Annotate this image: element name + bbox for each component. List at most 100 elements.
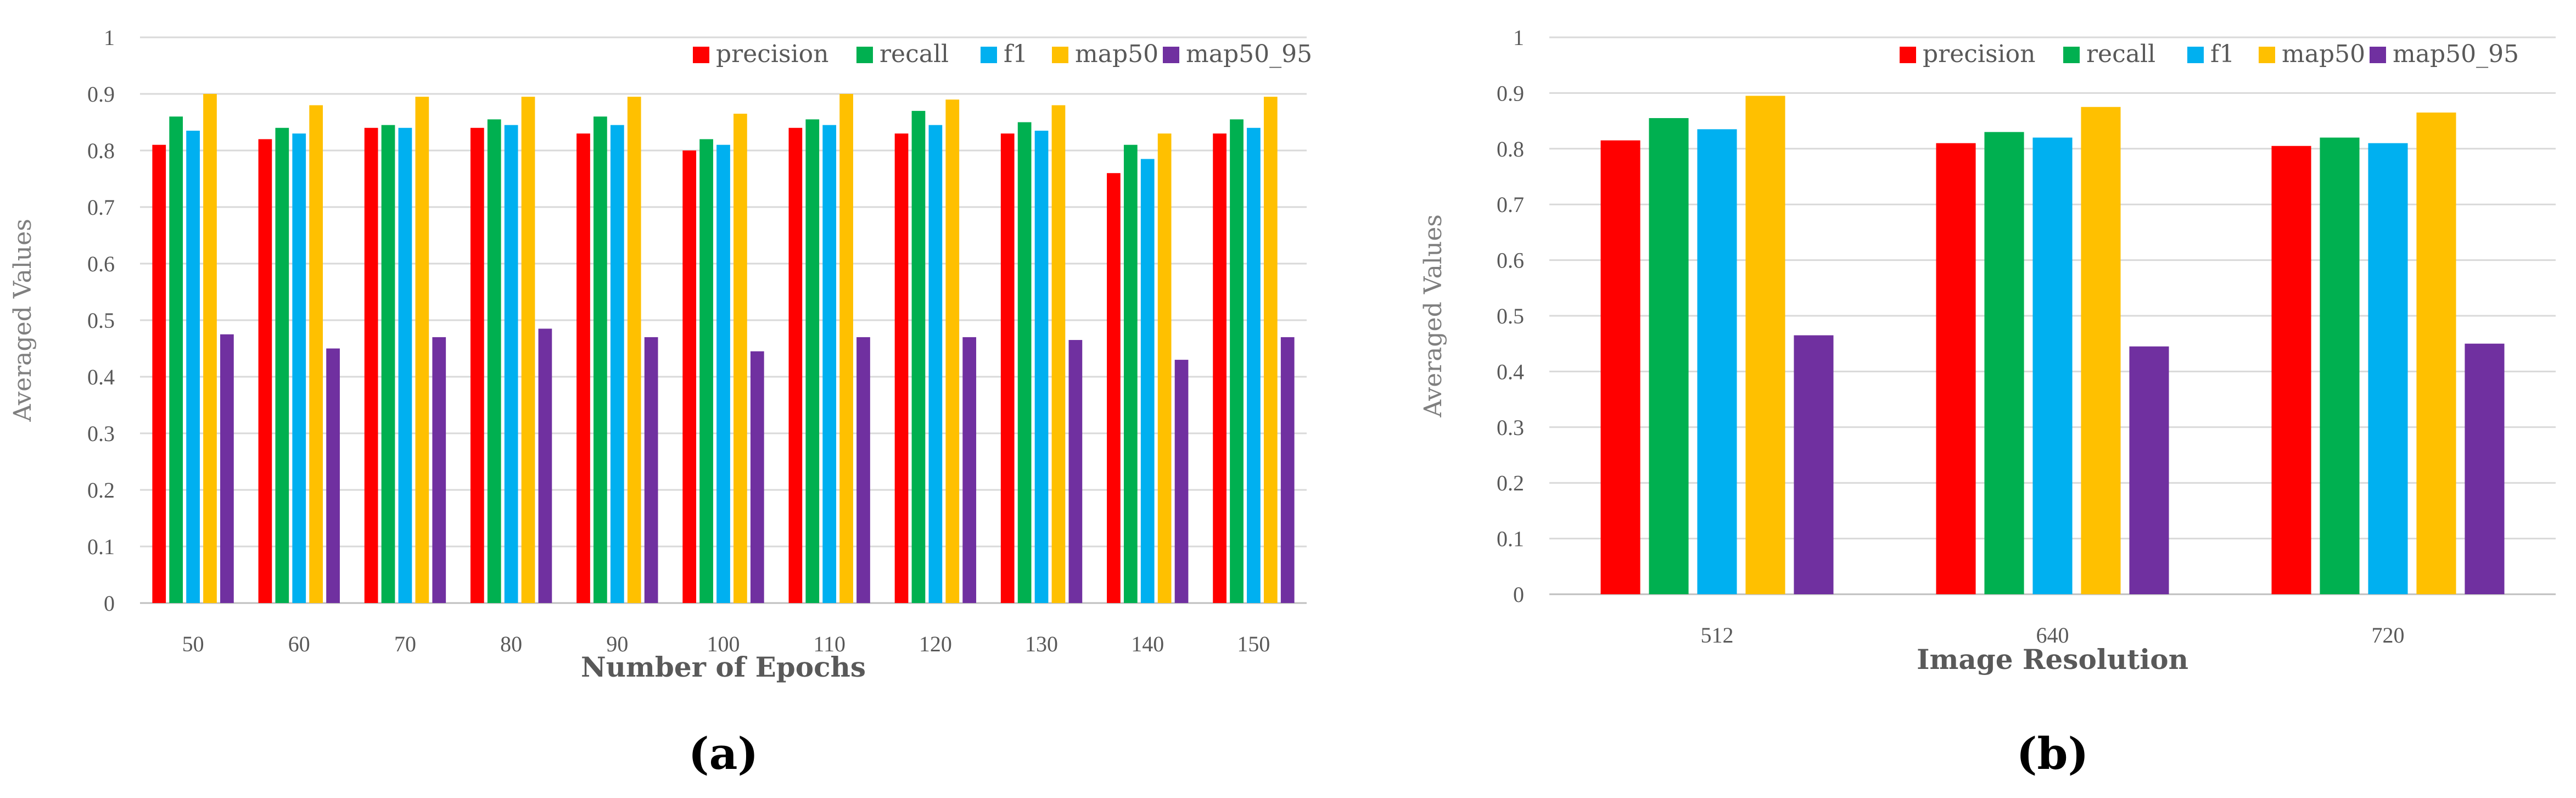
y-tick-label: 0.9 <box>87 82 115 107</box>
bar-f1-50 <box>186 130 200 603</box>
x-tick-label: 80 <box>500 632 522 656</box>
y-tick-label: 1 <box>1513 25 1524 50</box>
x-tick-label: 130 <box>1025 632 1058 656</box>
y-axis-label: Averaged Values <box>1419 214 1447 418</box>
bar-recall-140 <box>1123 144 1138 603</box>
bar-f1-90 <box>610 125 624 603</box>
x-tick-label: 720 <box>2372 623 2405 648</box>
y-tick-label: 0 <box>1513 582 1524 607</box>
bar-recall-512 <box>1649 118 1689 594</box>
x-tick-label: 60 <box>288 632 310 656</box>
bar-map50_95-80 <box>538 328 552 603</box>
x-tick-label: 140 <box>1131 632 1164 656</box>
chart-panel-b: 0 0.1 0.2 0.3 0.4 0.5 0.6 0.7 0.8 0.9 1 512 640 720 Av… <box>1419 25 2556 779</box>
bar-map50-640 <box>2081 107 2121 594</box>
y-tick-label: 0 <box>104 591 115 616</box>
bar-map50-110 <box>839 94 853 603</box>
y-tick-label: 0.8 <box>1497 137 1524 161</box>
bar-map50-70 <box>415 97 429 603</box>
legend-label-map50: map50 <box>1075 40 1158 68</box>
bar-map50-130 <box>1051 105 1066 604</box>
bar-map50_95-110 <box>856 337 870 603</box>
x-axis-label: Image Resolution <box>1917 643 2188 676</box>
bar-recall-50 <box>169 116 183 603</box>
bar-precision-50 <box>152 144 166 603</box>
bar-f1-120 <box>928 125 943 603</box>
y-tick-label: 0.1 <box>87 534 115 559</box>
bar-precision-130 <box>1000 133 1015 604</box>
bar-recall-70 <box>381 125 395 603</box>
y-tick-label: 0.2 <box>87 478 115 503</box>
legend-label-map50: map50 <box>2282 40 2365 68</box>
bar-map50-60 <box>309 105 323 604</box>
bar-map50_95-100 <box>750 351 764 603</box>
legend-swatch-map50 <box>2259 47 2275 63</box>
bar-map50_95-90 <box>644 337 658 603</box>
bar-map50-50 <box>203 94 217 603</box>
y-tick-label: 1 <box>104 25 115 50</box>
bar-precision-720 <box>2271 146 2311 595</box>
bar-map50-100 <box>733 114 747 604</box>
legend-swatch-map50_95 <box>2370 47 2386 63</box>
bar-precision-120 <box>894 133 909 604</box>
bar-recall-640 <box>1984 132 2024 594</box>
legend-swatch-precision <box>1900 47 1916 63</box>
bar-precision-150 <box>1213 133 1227 604</box>
bar-map50_95-720 <box>2465 343 2505 594</box>
legend-swatch-recall <box>856 47 873 63</box>
bar-f1-70 <box>398 127 412 604</box>
legend-swatch-map50_95 <box>1163 47 1179 63</box>
bar-f1-130 <box>1034 130 1049 603</box>
legend-swatch-precision <box>693 47 709 63</box>
bar-map50_95-50 <box>220 334 234 603</box>
legend-swatch-map50 <box>1052 47 1068 63</box>
bar-precision-640 <box>1936 143 1976 594</box>
x-tick-label: 640 <box>2036 623 2069 648</box>
legend-swatch-f1 <box>2187 47 2204 63</box>
bar-precision-60 <box>258 139 272 603</box>
bar-f1-80 <box>504 125 518 603</box>
y-tick-label: 0.3 <box>87 421 115 446</box>
legend-swatch-f1 <box>981 47 997 63</box>
x-tick-label: 90 <box>606 632 628 656</box>
bar-precision-100 <box>682 150 697 603</box>
legend-label-recall: recall <box>2086 40 2155 68</box>
bar-precision-140 <box>1107 173 1121 603</box>
bar-map50-90 <box>627 97 641 603</box>
y-tick-label: 0.5 <box>1497 304 1524 328</box>
bar-recall-100 <box>699 139 713 603</box>
bar-map50-120 <box>945 99 960 604</box>
bar-map50-512 <box>1745 96 1785 595</box>
panel-label: (a) <box>688 728 759 779</box>
bar-recall-120 <box>911 110 926 603</box>
bar-precision-80 <box>470 127 484 604</box>
x-axis-label: Number of Epochs <box>581 651 866 683</box>
bar-map50_95-70 <box>432 337 446 603</box>
bar-f1-110 <box>822 125 837 603</box>
bar-map50_95-512 <box>1794 335 1834 594</box>
bar-recall-150 <box>1230 119 1244 604</box>
panel-label: (b) <box>2017 728 2089 779</box>
bar-map50-720 <box>2416 112 2456 594</box>
y-tick-label: 0.7 <box>1497 192 1524 217</box>
legend-label-precision: precision <box>716 40 828 68</box>
bar-map50_95-640 <box>2129 346 2169 594</box>
bar-map50-150 <box>1263 97 1278 603</box>
bar-precision-70 <box>364 127 378 604</box>
x-tick-label: 100 <box>707 632 740 656</box>
x-tick-label: 110 <box>813 632 845 656</box>
bar-f1-640 <box>2032 137 2073 594</box>
y-tick-label: 0.6 <box>1497 248 1524 273</box>
bar-precision-90 <box>576 133 590 604</box>
y-tick-label: 0.1 <box>1497 527 1524 551</box>
bar-precision-512 <box>1600 140 1640 595</box>
legend-label-map50_95: map50_95 <box>2393 40 2519 68</box>
bar-map50_95-120 <box>962 337 977 603</box>
bar-recall-720 <box>2320 137 2360 594</box>
x-tick-label: 70 <box>394 632 416 656</box>
x-tick-label: 50 <box>182 632 204 656</box>
y-tick-label: 0.5 <box>87 308 115 333</box>
bar-f1-512 <box>1697 129 1737 594</box>
